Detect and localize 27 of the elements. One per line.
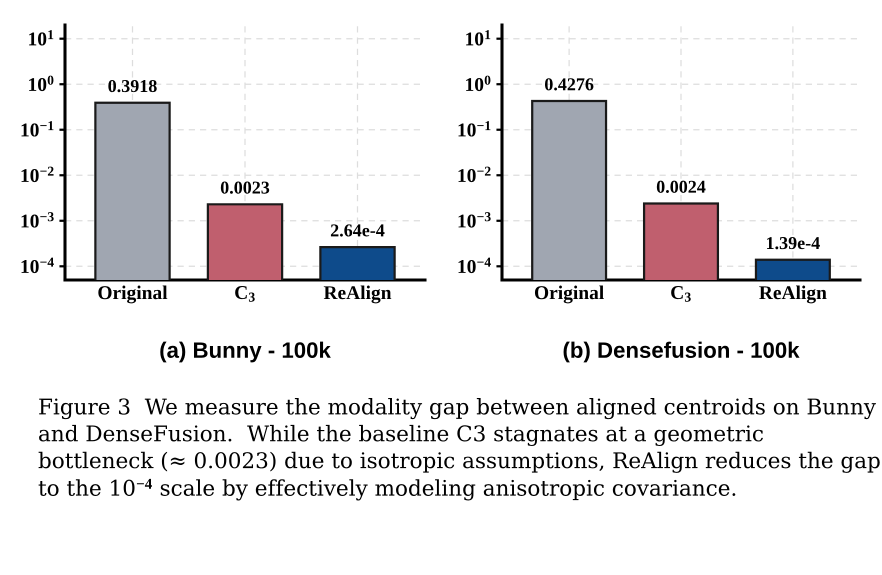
text: (b) Densefusion - 100k [564, 342, 800, 362]
data-label: 1.39e-4 [766, 237, 820, 250]
y-tick-label: 10$^{−2}$ [22, 166, 54, 182]
x-tick-label: C$_{3}$ [235, 286, 255, 302]
y-tick-label: 10$^{1}$ [29, 30, 54, 46]
y-tick-label: 10$^{−1}$ [458, 121, 490, 137]
y-tick-label: 10$^{−1}$ [22, 121, 54, 137]
x-tick-label: ReAlign [759, 286, 827, 304]
y-tick-label: 10$^{0}$ [29, 76, 54, 92]
y-tick-label: 10$^{−4}$ [22, 258, 54, 274]
x-tick-label: ReAlign [324, 286, 392, 304]
y-tick-label: 10$^{0}$ [466, 76, 490, 92]
y-tick-label: 10$^{1}$ [466, 30, 490, 46]
data-label: 2.64e-4 [330, 224, 384, 237]
x-tick-label: C$_{3}$ [671, 286, 691, 302]
data-label: 0.0024 [656, 180, 706, 193]
data-label: 0.3918 [108, 80, 157, 92]
x-tick-label: Original [534, 286, 604, 304]
y-tick-label: 10$^{−2}$ [458, 166, 491, 182]
x-tick-label: Original [98, 286, 168, 304]
data-label: 0.4276 [544, 78, 594, 90]
data-label: 0.0023 [220, 182, 270, 194]
y-tick-label: 10$^{−3}$ [22, 212, 54, 228]
caption: Figure 3 We measure the modality gap between aligned centroids on Bunny and DenseFusion. While the baseline C3 stagnates at a geometric bottleneck (≈ 0.0023) due to isotropic assumptions, ReAlign reduces the gap to the 10$^{−4}$ scale by effectively modeling anisotropic covariance. [38, 398, 880, 500]
y-tick-label: 10$^{−4}$ [458, 258, 491, 274]
y-tick-label: 10$^{−3}$ [458, 212, 491, 228]
text: (a) Bunny - 100k [160, 342, 331, 362]
